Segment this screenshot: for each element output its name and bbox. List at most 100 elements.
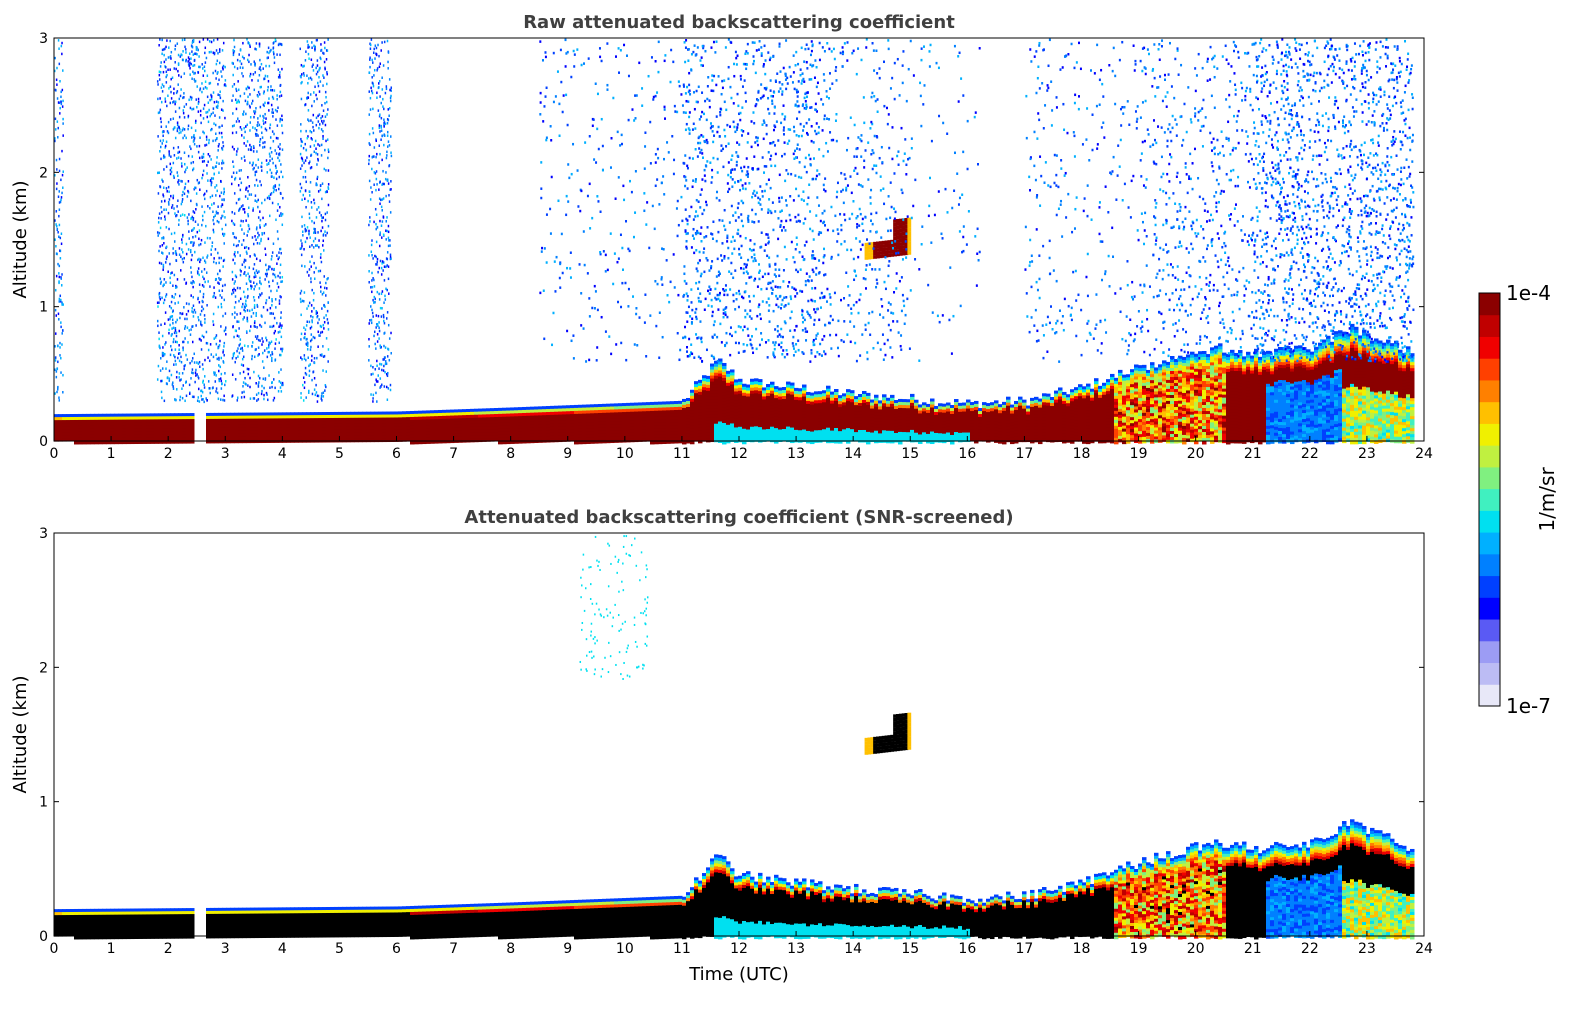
heatmap-cell (706, 390, 711, 395)
heatmap-cell (826, 394, 831, 399)
heatmap-cell (738, 432, 743, 437)
heatmap-cell (158, 434, 163, 438)
heatmap-cell (510, 428, 515, 432)
heatmap-cell (1278, 353, 1283, 357)
heatmap-cell (1242, 368, 1247, 372)
heatmap-cell (866, 407, 871, 412)
heatmap-cell (374, 432, 379, 437)
heatmap-cell (350, 420, 355, 425)
heatmap-cell (1138, 422, 1143, 426)
heatmap-cell (1282, 422, 1287, 426)
heatmap-cell (1134, 406, 1139, 410)
heatmap-cell (478, 426, 483, 431)
heatmap-cell (54, 429, 59, 433)
heatmap-cell (1270, 422, 1275, 426)
heatmap-cell (1238, 353, 1243, 357)
heatmap-cell (550, 408, 555, 413)
heatmap-cell (1142, 430, 1147, 435)
heatmap-cell (1298, 369, 1303, 373)
heatmap-cell (702, 417, 707, 421)
heatmap-cell (722, 416, 727, 421)
heatmap-cell (258, 424, 263, 429)
heatmap-cell (434, 440, 439, 444)
heatmap-cell (190, 416, 195, 420)
heatmap-cell (910, 399, 915, 404)
heatmap-cell (1114, 416, 1119, 421)
heatmap-cell (1166, 361, 1171, 366)
heatmap-cell (398, 423, 403, 427)
heatmap-cell (962, 420, 967, 425)
heatmap-cell (1242, 437, 1247, 441)
heatmap-cell (1154, 409, 1159, 413)
heatmap-cell (1166, 385, 1171, 390)
heatmap-cell (1014, 439, 1019, 444)
heatmap-cell (546, 415, 551, 419)
heatmap-cell (830, 400, 835, 405)
heatmap-cell (574, 437, 579, 442)
heatmap-cell (714, 366, 719, 371)
heatmap-cell (798, 418, 803, 422)
heatmap-cell (986, 430, 991, 434)
heatmap-cell (74, 434, 79, 439)
heatmap-cell (610, 412, 615, 417)
heatmap-cell (298, 430, 303, 434)
heatmap-cell (442, 427, 447, 432)
heatmap-cell (666, 413, 671, 417)
heatmap-cell (1230, 382, 1235, 387)
heatmap-cell (814, 436, 819, 440)
heatmap-cell (1294, 375, 1299, 380)
heatmap-cell (1070, 398, 1075, 402)
heatmap-cell (690, 419, 695, 424)
heatmap-cell (1202, 392, 1207, 397)
heatmap-cell (394, 420, 399, 424)
heatmap-cell (798, 421, 803, 425)
heatmap-cell (210, 433, 215, 438)
heatmap-cell (1294, 405, 1299, 410)
heatmap-cell (642, 435, 647, 439)
heatmap-cell (650, 437, 655, 442)
heatmap-cell (802, 408, 807, 413)
heatmap-cell (1254, 387, 1259, 392)
heatmap-cell (906, 408, 911, 412)
heatmap-cell (206, 412, 211, 417)
heatmap-cell (774, 425, 779, 429)
heatmap-cell (758, 397, 763, 401)
heatmap-cell (834, 395, 839, 399)
heatmap-cell (1290, 383, 1295, 388)
heatmap-cell (338, 420, 343, 425)
heatmap-cell (1274, 420, 1279, 425)
heatmap-cell (550, 411, 555, 416)
heatmap-cell (330, 435, 335, 440)
heatmap-cell (494, 429, 499, 433)
heatmap-cell (858, 396, 863, 401)
heatmap-cell (266, 433, 271, 437)
heatmap-cell (126, 431, 131, 436)
heatmap-cell (1250, 397, 1255, 402)
heatmap-cell (1082, 398, 1087, 402)
heatmap-cell (1222, 394, 1227, 399)
heatmap-cell (590, 413, 595, 417)
heatmap-cell (898, 398, 903, 403)
heatmap-cell (446, 412, 451, 417)
heatmap-cell (738, 429, 743, 434)
heatmap-cell (574, 416, 579, 421)
heatmap-cell (498, 410, 503, 415)
heatmap-cell (1262, 381, 1267, 386)
heatmap-cell (850, 417, 855, 421)
heatmap-cell (518, 437, 523, 441)
heatmap-cell (826, 400, 831, 405)
heatmap-cell (822, 396, 827, 400)
heatmap-cell (926, 412, 931, 417)
heatmap-cell (234, 436, 239, 441)
heatmap-cell (102, 428, 107, 433)
heatmap-cell (1218, 391, 1223, 395)
heatmap-cell (226, 436, 231, 441)
heatmap-cell (1138, 404, 1143, 408)
heatmap-cell (766, 435, 771, 439)
heatmap-cell (594, 416, 599, 420)
heatmap-cell (1154, 412, 1159, 416)
heatmap-cell (1042, 399, 1047, 403)
heatmap-cell (1218, 352, 1223, 356)
heatmap-cell (450, 436, 455, 441)
heatmap-cell (514, 437, 519, 441)
